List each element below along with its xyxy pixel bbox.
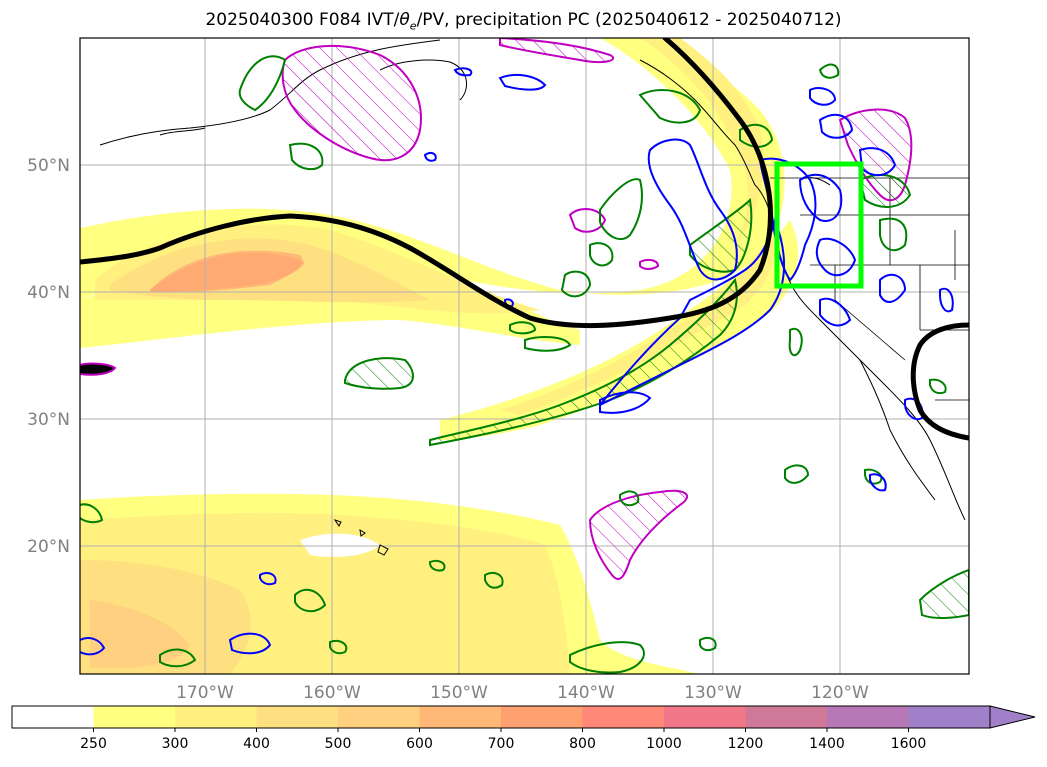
lat-label-30: 30°N [27, 410, 70, 430]
lat-label-50: 50°N [27, 156, 70, 176]
colorbar-label: 250 [80, 736, 107, 752]
map-frame [79, 37, 970, 675]
pv-contours [80, 38, 969, 441]
lon-label-160w: 160°W [303, 683, 361, 703]
colorbar-segment [582, 706, 665, 728]
colorbar-segment [501, 706, 583, 728]
colorbar-segment [745, 706, 828, 728]
colorbar-segment [419, 706, 502, 728]
figure-title: 2025040300 F084 IVT/θe/PV, precipitation… [205, 10, 842, 33]
lat-label-20: 20°N [27, 537, 70, 557]
colorbar-segment [338, 706, 420, 728]
lat-label-40: 40°N [27, 283, 70, 303]
map-area [80, 38, 969, 674]
colorbar-segment [93, 706, 176, 728]
lon-label-140w: 140°W [557, 683, 615, 703]
lon-label-150w: 150°W [430, 683, 488, 703]
colorbar-label: 800 [569, 736, 596, 752]
colorbar-segment [827, 706, 909, 728]
colorbar-label: 400 [243, 736, 270, 752]
lon-label-170w: 170°W [176, 683, 234, 703]
colorbar-segment [908, 706, 991, 728]
theta-e-contours [80, 55, 969, 674]
colorbar-label: 1400 [809, 736, 845, 752]
colorbar-label: 500 [325, 736, 352, 752]
colorbar-label: 300 [162, 736, 189, 752]
lon-label-120w: 120°W [811, 683, 869, 703]
colorbar-label: 600 [406, 736, 433, 752]
colorbar-segment [256, 706, 339, 728]
colorbar: 250 300 400 500 600 700 800 1000 1200 1400 1600 [11, 705, 1036, 752]
colorbar-segment [12, 706, 94, 728]
colorbar-label: 1000 [646, 736, 682, 752]
colorbar-label: 1200 [728, 736, 764, 752]
colorbar-extend-arrow [989, 705, 1036, 729]
colorbar-label: 1600 [891, 736, 927, 752]
latitude-labels: 50°N 40°N 30°N 20°N [27, 156, 70, 557]
longitude-labels: 170°W 160°W 150°W 140°W 130°W 120°W [176, 683, 869, 703]
lon-label-130w: 130°W [684, 683, 742, 703]
colorbar-segment [664, 706, 746, 728]
ivt-shading-south [80, 493, 700, 674]
target-region-box [774, 161, 864, 289]
colorbar-label: 700 [488, 736, 515, 752]
colorbar-segment [175, 706, 257, 728]
